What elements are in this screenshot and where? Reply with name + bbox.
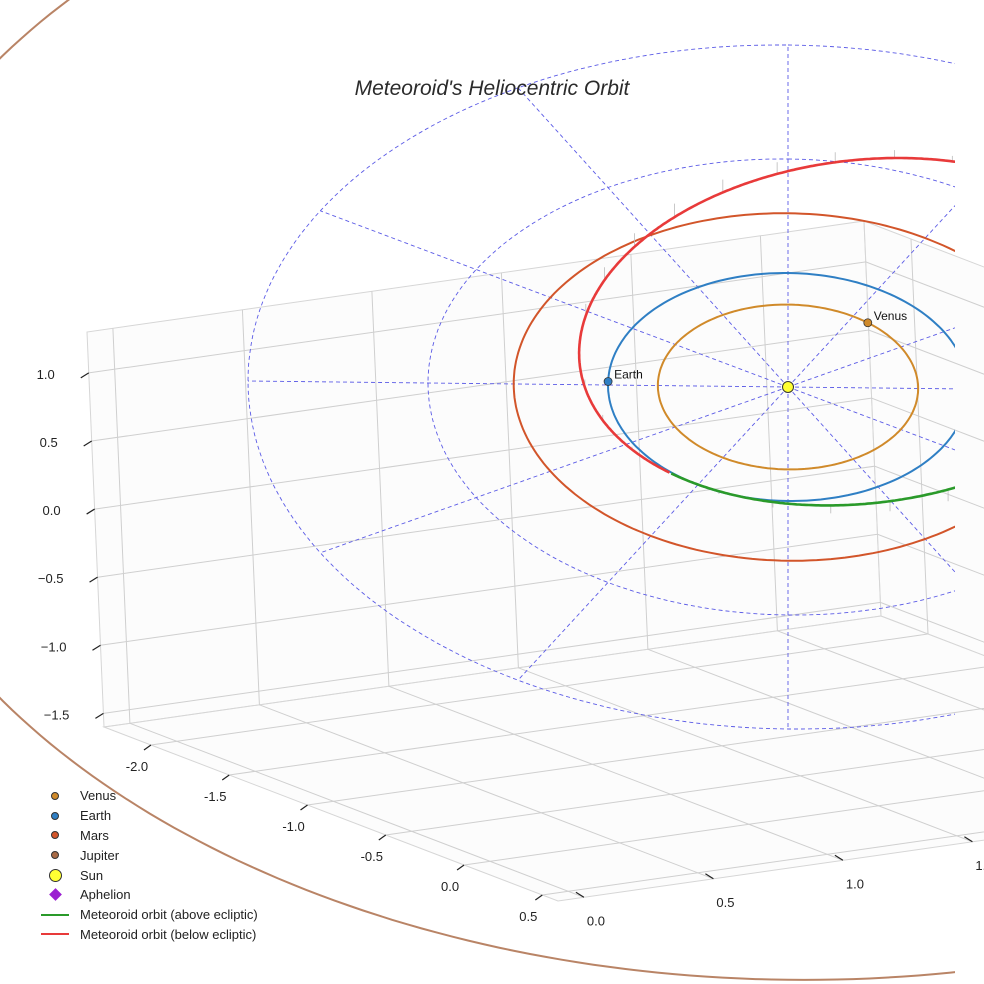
chart-title: Meteoroid's Heliocentric Orbit bbox=[355, 77, 631, 100]
tick-labels: -2.0-1.5-1.0-0.50.00.50.00.51.01.52.02.5… bbox=[37, 367, 984, 928]
z-tick-label: −1.0 bbox=[41, 639, 67, 654]
z-tick-mark bbox=[95, 712, 104, 719]
grid-line bbox=[371, 291, 844, 861]
grid-lines bbox=[88, 235, 984, 898]
grid-line bbox=[94, 397, 984, 510]
legend-label: Sun bbox=[80, 867, 104, 883]
venus-marker-icon bbox=[51, 791, 59, 800]
orbit-below-line-icon bbox=[41, 933, 69, 936]
legend-item-aphelion: Aphelion bbox=[38, 885, 258, 905]
z-tick-label: −1.5 bbox=[44, 707, 70, 722]
grid-line bbox=[464, 790, 984, 866]
earth-marker-icon bbox=[51, 811, 59, 820]
ecliptic-spoke bbox=[320, 210, 789, 388]
aphelion-diamond-icon bbox=[48, 888, 62, 902]
ecliptic-spoke bbox=[787, 204, 955, 388]
legend-item-jupiter: Jupiter bbox=[38, 845, 258, 865]
sun-marker bbox=[782, 381, 794, 393]
ecliptic-ring bbox=[247, 44, 955, 730]
z-tick-label: 0.0 bbox=[43, 503, 61, 518]
z-tick-mark bbox=[80, 372, 90, 379]
grid-line bbox=[241, 309, 714, 880]
grid-line bbox=[112, 328, 585, 898]
x-tick-mark bbox=[456, 864, 465, 871]
y-tick-label: 0.0 bbox=[587, 913, 605, 928]
x-tick-label: -1.0 bbox=[282, 819, 304, 834]
z-tick-label: −0.5 bbox=[38, 571, 64, 586]
sun-marker-icon bbox=[48, 868, 62, 882]
earth-orbit bbox=[606, 272, 955, 502]
grid-line bbox=[385, 749, 984, 836]
z-tick-mark bbox=[89, 576, 98, 583]
venus-label: Venus bbox=[874, 309, 907, 323]
legend-item-sun: Sun bbox=[38, 865, 258, 885]
y-tick-mark bbox=[705, 873, 714, 880]
x-tick-mark bbox=[534, 894, 543, 901]
y-tick-mark bbox=[575, 891, 585, 898]
mars-marker-icon bbox=[51, 831, 59, 840]
grid-line bbox=[307, 707, 984, 806]
legend-item-earth: Earth bbox=[38, 806, 258, 826]
legend-label: Meteoroid orbit (below ecliptic) bbox=[80, 926, 257, 942]
grid-line bbox=[759, 235, 984, 711]
z-tick-label: 1.0 bbox=[37, 367, 55, 382]
legend-item-orbit-above: Meteoroid orbit (above ecliptic) bbox=[38, 905, 258, 925]
grid-line bbox=[630, 254, 984, 779]
legend-item-venus: Venus bbox=[38, 786, 258, 806]
z-tick-mark bbox=[86, 508, 95, 515]
legend-item-mars: Mars bbox=[38, 826, 258, 846]
pane-back-right bbox=[863, 220, 984, 657]
x-tick-mark bbox=[221, 774, 230, 781]
grid-line bbox=[103, 601, 984, 714]
legend-label: Mars bbox=[80, 827, 109, 843]
x-tick-label: 0.0 bbox=[441, 879, 459, 894]
z-tick-mark bbox=[92, 644, 101, 651]
venus-marker bbox=[863, 318, 873, 328]
legend-label: Aphelion bbox=[80, 887, 131, 903]
ecliptic-spoke bbox=[517, 386, 789, 681]
x-tick-label: -1.5 bbox=[204, 789, 226, 804]
grid-line bbox=[542, 831, 984, 896]
legend-label: Earth bbox=[80, 808, 112, 824]
legend-label: Venus bbox=[80, 788, 117, 804]
x-tick-label: -0.5 bbox=[361, 849, 383, 864]
y-tick-label: 0.5 bbox=[716, 895, 734, 910]
legend-label: Meteoroid orbit (above ecliptic) bbox=[80, 907, 258, 923]
z-tick-mark bbox=[83, 440, 93, 447]
orbit-above-line-icon bbox=[41, 913, 69, 916]
legend: Venus Earth Mars Jupiter Sun Aphelion Me… bbox=[38, 786, 258, 944]
x-tick-label: 0.5 bbox=[519, 909, 537, 924]
x-tick-label: -2.0 bbox=[126, 759, 148, 774]
grid-line bbox=[150, 238, 929, 746]
grid-line bbox=[100, 533, 984, 646]
legend-item-orbit-below: Meteoroid orbit (below ecliptic) bbox=[38, 925, 258, 945]
x-tick-mark bbox=[143, 744, 152, 751]
earth-label: Earth bbox=[614, 367, 643, 381]
x-tick-mark bbox=[300, 804, 308, 811]
z-tick-label: 0.5 bbox=[40, 435, 58, 450]
legend-label: Jupiter bbox=[80, 847, 120, 863]
y-tick-mark bbox=[834, 854, 844, 861]
meteoroid-orbit-above bbox=[670, 472, 955, 507]
grid-line bbox=[91, 329, 984, 442]
grid-line bbox=[88, 261, 984, 374]
venus-orbit bbox=[656, 303, 920, 471]
earth-marker bbox=[603, 377, 613, 386]
mars-orbit bbox=[512, 212, 955, 562]
meteoroid-orbit-below bbox=[577, 156, 955, 474]
y-tick-mark bbox=[964, 836, 973, 843]
ecliptic-spoke bbox=[320, 386, 789, 554]
y-tick-label: 1.0 bbox=[846, 876, 864, 891]
grid-line bbox=[229, 666, 984, 776]
jupiter-marker-icon bbox=[51, 851, 59, 860]
y-tick-label: 1.5 bbox=[975, 858, 984, 873]
x-tick-mark bbox=[378, 834, 387, 841]
grid-line bbox=[500, 272, 973, 843]
ecliptic-spoke bbox=[247, 380, 789, 388]
